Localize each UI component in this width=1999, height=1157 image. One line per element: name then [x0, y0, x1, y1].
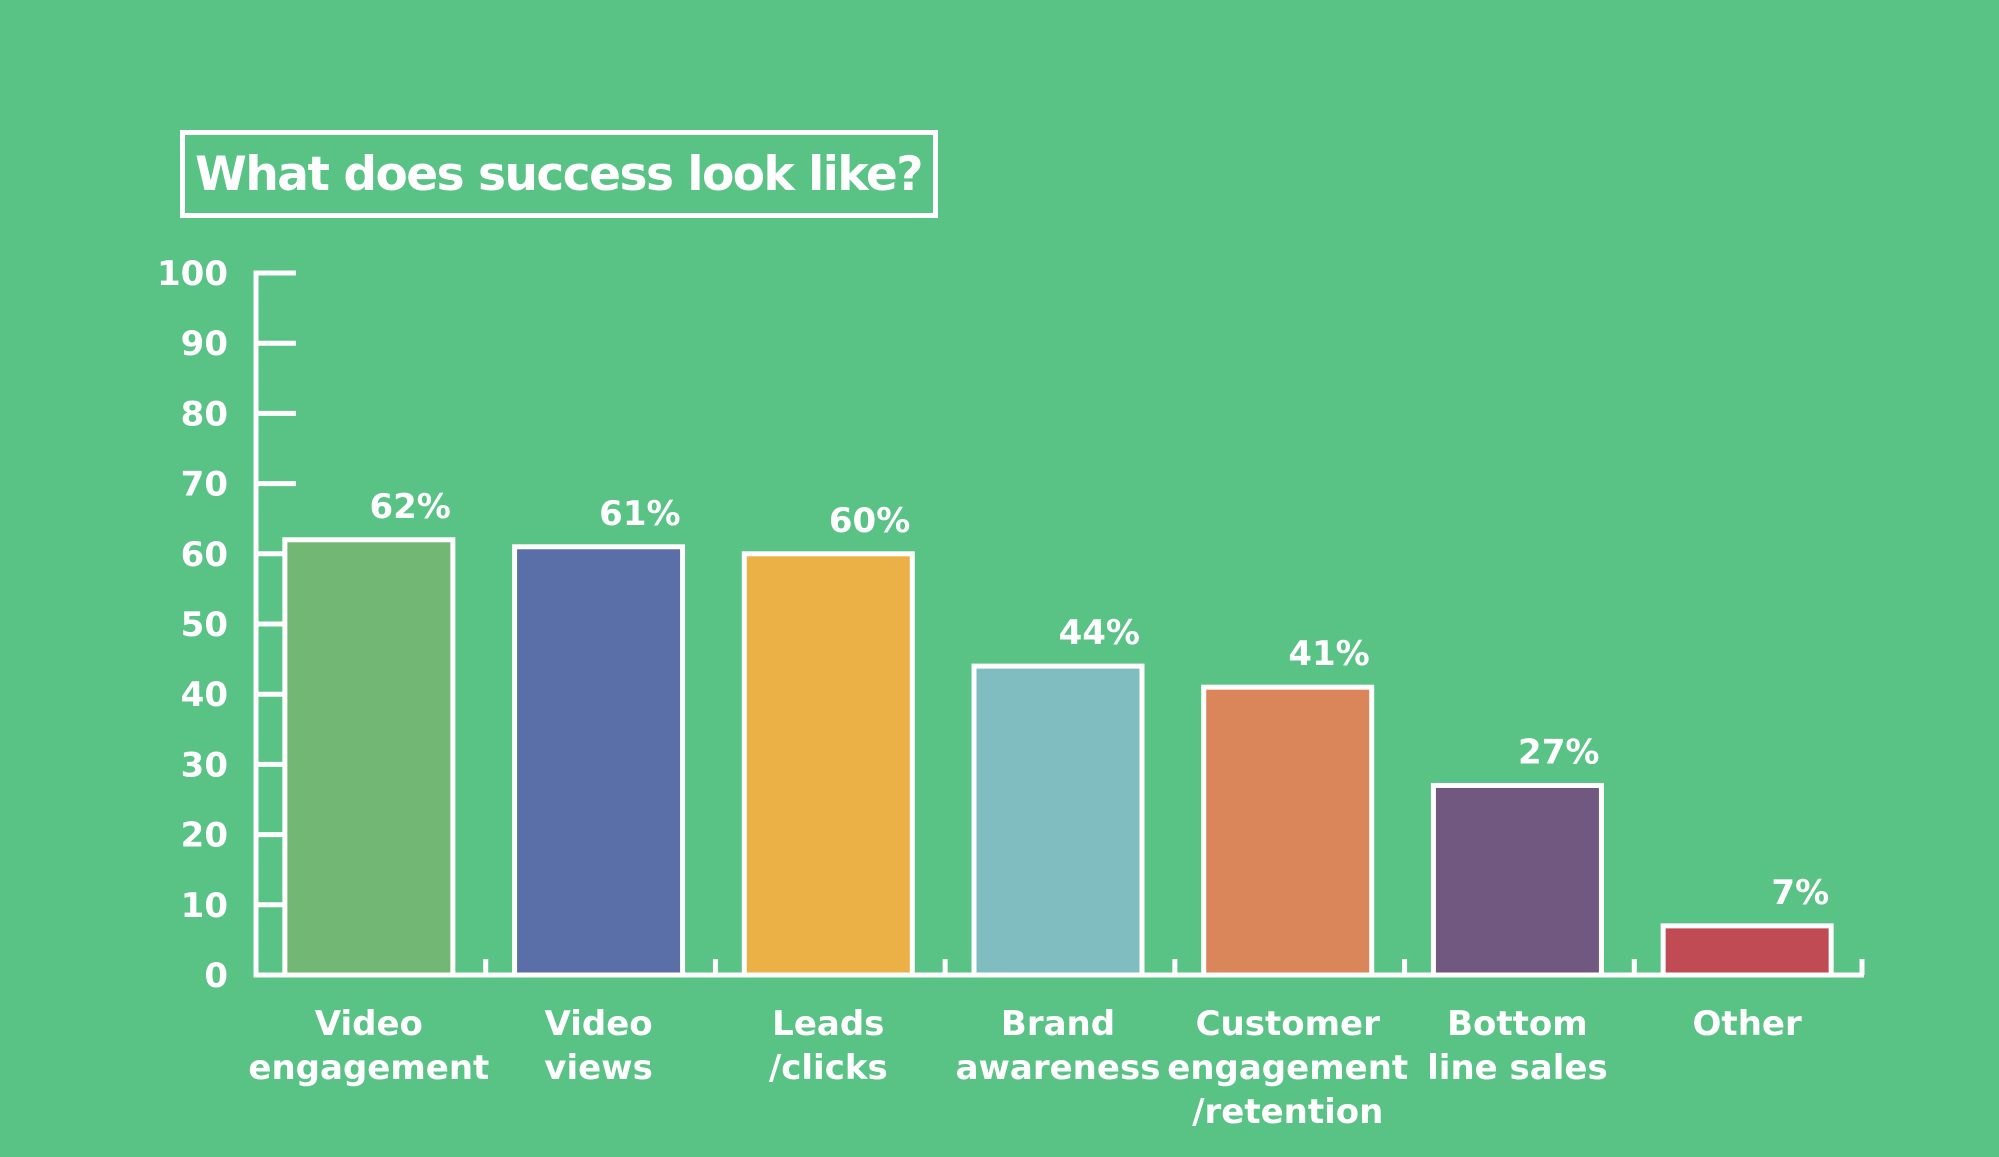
x-tick-label: Video — [545, 1004, 653, 1044]
bar — [1660, 923, 1834, 978]
data-label: 7% — [1771, 873, 1829, 913]
bar — [282, 537, 456, 978]
chart-title: What does success look like? — [195, 146, 924, 202]
data-label: 60% — [829, 501, 910, 541]
y-tick-label: 100 — [157, 254, 228, 294]
data-label: 27% — [1518, 732, 1599, 772]
y-tick-label: 90 — [181, 324, 228, 364]
y-tick-label: 0 — [204, 956, 228, 996]
data-label: 41% — [1288, 634, 1369, 674]
x-tick-label: views — [544, 1048, 653, 1088]
y-tick-label: 40 — [181, 675, 228, 715]
bar — [1430, 782, 1604, 978]
data-label: 62% — [369, 487, 450, 527]
x-tick-label: Video — [315, 1004, 423, 1044]
x-tick-label: Leads — [772, 1004, 884, 1044]
x-tick-label: line sales — [1427, 1048, 1608, 1088]
y-tick-label: 10 — [181, 886, 228, 926]
bar — [1201, 684, 1375, 978]
y-tick-label: 50 — [181, 605, 228, 645]
y-tick-label: 30 — [181, 745, 228, 785]
x-tick-label: /retention — [1192, 1092, 1383, 1132]
x-tick-label: /clicks — [769, 1048, 888, 1088]
x-tick-label: Brand — [1001, 1004, 1115, 1044]
bar — [971, 663, 1145, 978]
data-label: 44% — [1059, 613, 1140, 653]
y-tick-label: 80 — [181, 394, 228, 434]
x-tick-label: Bottom — [1447, 1004, 1588, 1044]
x-tick-label: engagement — [1167, 1048, 1408, 1088]
y-tick-label: 20 — [181, 816, 228, 856]
chart-title-box: What does success look like? — [180, 130, 938, 218]
y-tick-label: 60 — [181, 535, 228, 575]
x-tick-label: Customer — [1196, 1004, 1380, 1044]
x-tick-label: engagement — [248, 1048, 489, 1088]
bar — [512, 544, 686, 978]
data-label: 61% — [599, 494, 680, 534]
bar — [741, 551, 915, 978]
y-tick-label: 70 — [181, 465, 228, 505]
x-tick-label: awareness — [956, 1048, 1161, 1088]
x-tick-label: Other — [1693, 1004, 1802, 1044]
